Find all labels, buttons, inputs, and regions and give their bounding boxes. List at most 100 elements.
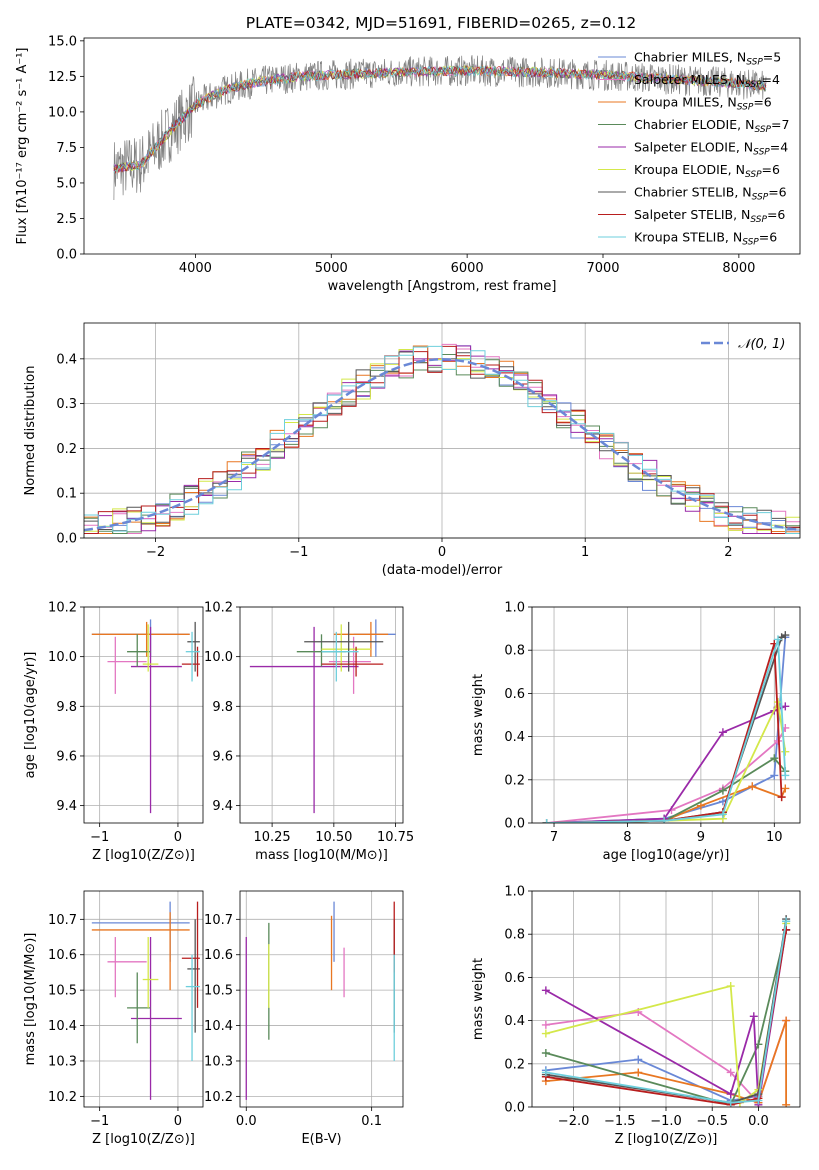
- weight-point: [541, 1068, 550, 1077]
- weight-point: [541, 1049, 550, 1057]
- weight-line: [546, 643, 783, 823]
- y-axis-label: mass [log10(M/M⊙)]: [23, 933, 38, 1066]
- x-tick-label: −2.0: [558, 1114, 590, 1129]
- weight-point: [696, 801, 705, 810]
- axes-age-vs-Z: −1 0 9.4 9.6 9.8 10.0 10.2 Z [log10(Z/Z⊙)] age […: [23, 601, 204, 863]
- weight-point: [541, 986, 550, 995]
- legend-suffix: =6: [762, 162, 780, 177]
- weight-line: [545, 921, 787, 1104]
- legend-subscript: SSP: [745, 170, 762, 180]
- y-tick-label: 10.6: [204, 948, 233, 963]
- y-tick-label: 10.6: [48, 948, 77, 963]
- normal-curve: [84, 358, 800, 532]
- x-tick-label: 0: [174, 830, 182, 845]
- weight-point: [726, 982, 735, 991]
- x-tick-label: 6000: [451, 261, 484, 276]
- legend-entry: Salpeter STELIB, NSSP=6: [634, 207, 785, 225]
- chart-title: PLATE=0342, MJD=51691, FIBERID=0265, z=0…: [246, 14, 636, 32]
- axes-spectrum: 4000 5000 6000 7000 8000 0.0 2.5 5.0 7.5 10.0 12.5…: [15, 34, 801, 294]
- y-tick-label: 0.4: [504, 1014, 525, 1029]
- legend-label: Chabrier MILES, N: [634, 50, 746, 65]
- legend-entry: Chabrier STELIB, NSSP=6: [634, 185, 787, 203]
- y-tick-label: 9.6: [212, 749, 233, 764]
- weight-point: [782, 1016, 791, 1025]
- y-axis-label: age [log10(age/yr)]: [23, 652, 38, 779]
- axes-frame: [531, 890, 801, 1108]
- legend-subscript: SSP: [754, 125, 771, 135]
- x-axis-label: Z [log10(Z/Z⊙)]: [92, 848, 195, 863]
- y-tick-label: 0.0: [56, 532, 77, 547]
- legend-subscript: SSP: [752, 193, 769, 203]
- weight-point: [726, 1068, 735, 1077]
- x-tick-label: −1: [289, 545, 308, 560]
- y-tick-label: 5.0: [56, 176, 77, 191]
- legend-entry: Salpeter ELODIE, NSSP=4: [634, 140, 788, 158]
- y-axis-label: Normed distribution: [23, 366, 38, 496]
- axes-frame: [83, 37, 801, 255]
- y-axis-label: mass weight: [471, 674, 486, 756]
- weight-point: [754, 1096, 763, 1105]
- weight-line: [546, 757, 786, 823]
- plot-area: [91, 619, 200, 814]
- x-tick-label: 9: [697, 830, 705, 845]
- legend-subscript: SSP: [750, 215, 767, 225]
- x-tick-label: 5000: [315, 261, 348, 276]
- y-tick-label: 10.7: [204, 913, 233, 928]
- x-tick-label: 8000: [722, 261, 755, 276]
- y-tick-label: 0.2: [504, 773, 525, 788]
- legend-label: Kroupa STELIB, N: [634, 230, 742, 245]
- plot-area: [91, 901, 200, 1100]
- weight-point: [781, 747, 790, 756]
- y-tick-label: 9.4: [56, 799, 77, 814]
- y-tick-label: 0.8: [504, 644, 525, 659]
- legend-entry: Kroupa MILES, NSSP=6: [634, 95, 772, 113]
- weight-point: [773, 635, 782, 644]
- weight-point: [748, 782, 757, 791]
- legend-suffix: =4: [762, 72, 780, 87]
- weight-point: [781, 771, 790, 780]
- x-axis-label: (data-model)/error: [382, 563, 503, 578]
- y-tick-label: 0.2: [504, 1057, 525, 1072]
- weight-point: [726, 1090, 735, 1099]
- weight-point: [781, 631, 790, 640]
- y-tick-label: 9.8: [56, 700, 77, 715]
- x-tick-label: 10.75: [377, 830, 414, 845]
- x-axis-label: mass [log10(M/M⊙)]: [255, 848, 388, 863]
- legend-subscript: SSP: [753, 148, 770, 158]
- x-tick-label: 0.1: [361, 1114, 382, 1129]
- legend-subscript: SSP: [746, 58, 763, 68]
- axes-frame: [83, 322, 801, 539]
- axes-frame: [531, 606, 801, 824]
- x-tick-label: 8: [623, 830, 631, 845]
- weight-point: [770, 754, 779, 763]
- weight-point: [782, 1100, 791, 1107]
- legend-label: Kroupa ELODIE, N: [634, 162, 745, 177]
- model-spectrum-line: [113, 65, 767, 173]
- y-tick-label: 10.0: [204, 650, 233, 665]
- axes-frame: [83, 606, 204, 824]
- legend-subscript: SSP: [745, 80, 762, 90]
- y-tick-label: 2.5: [56, 212, 77, 227]
- legend-suffix: =5: [763, 50, 781, 65]
- legend-entry: Kroupa ELODIE, NSSP=6: [634, 162, 780, 180]
- x-tick-label: 4000: [179, 261, 212, 276]
- weight-point: [718, 786, 727, 795]
- x-axis-label: E(B-V): [301, 1132, 341, 1147]
- y-tick-label: 0.6: [504, 971, 525, 986]
- weight-point: [777, 793, 786, 802]
- y-tick-label: 12.5: [48, 70, 77, 85]
- legend-entry: Kroupa STELIB, NSSP=6: [634, 230, 777, 248]
- y-tick-label: 9.8: [212, 700, 233, 715]
- y-tick-label: 10.3: [48, 1054, 77, 1069]
- y-tick-label: 10.2: [204, 1090, 233, 1105]
- weight-point: [781, 784, 790, 793]
- x-tick-label: 0: [174, 1114, 182, 1129]
- y-tick-label: 1.0: [504, 885, 525, 900]
- y-tick-label: 9.6: [56, 749, 77, 764]
- weight-point: [542, 819, 551, 823]
- x-axis-label: Z [log10(Z/Z⊙)]: [92, 1132, 195, 1147]
- legend-entry: 𝒩(0, 1): [738, 337, 785, 352]
- weight-point: [718, 728, 727, 737]
